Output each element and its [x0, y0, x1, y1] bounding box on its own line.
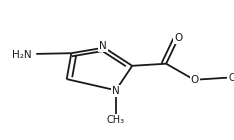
Text: N: N — [112, 86, 120, 96]
Text: N: N — [99, 41, 107, 51]
Text: O: O — [174, 33, 183, 43]
Text: CH₃: CH₃ — [228, 73, 234, 83]
Text: O: O — [190, 74, 199, 85]
Text: H₂N: H₂N — [12, 50, 32, 60]
Text: CH₃: CH₃ — [107, 115, 125, 125]
